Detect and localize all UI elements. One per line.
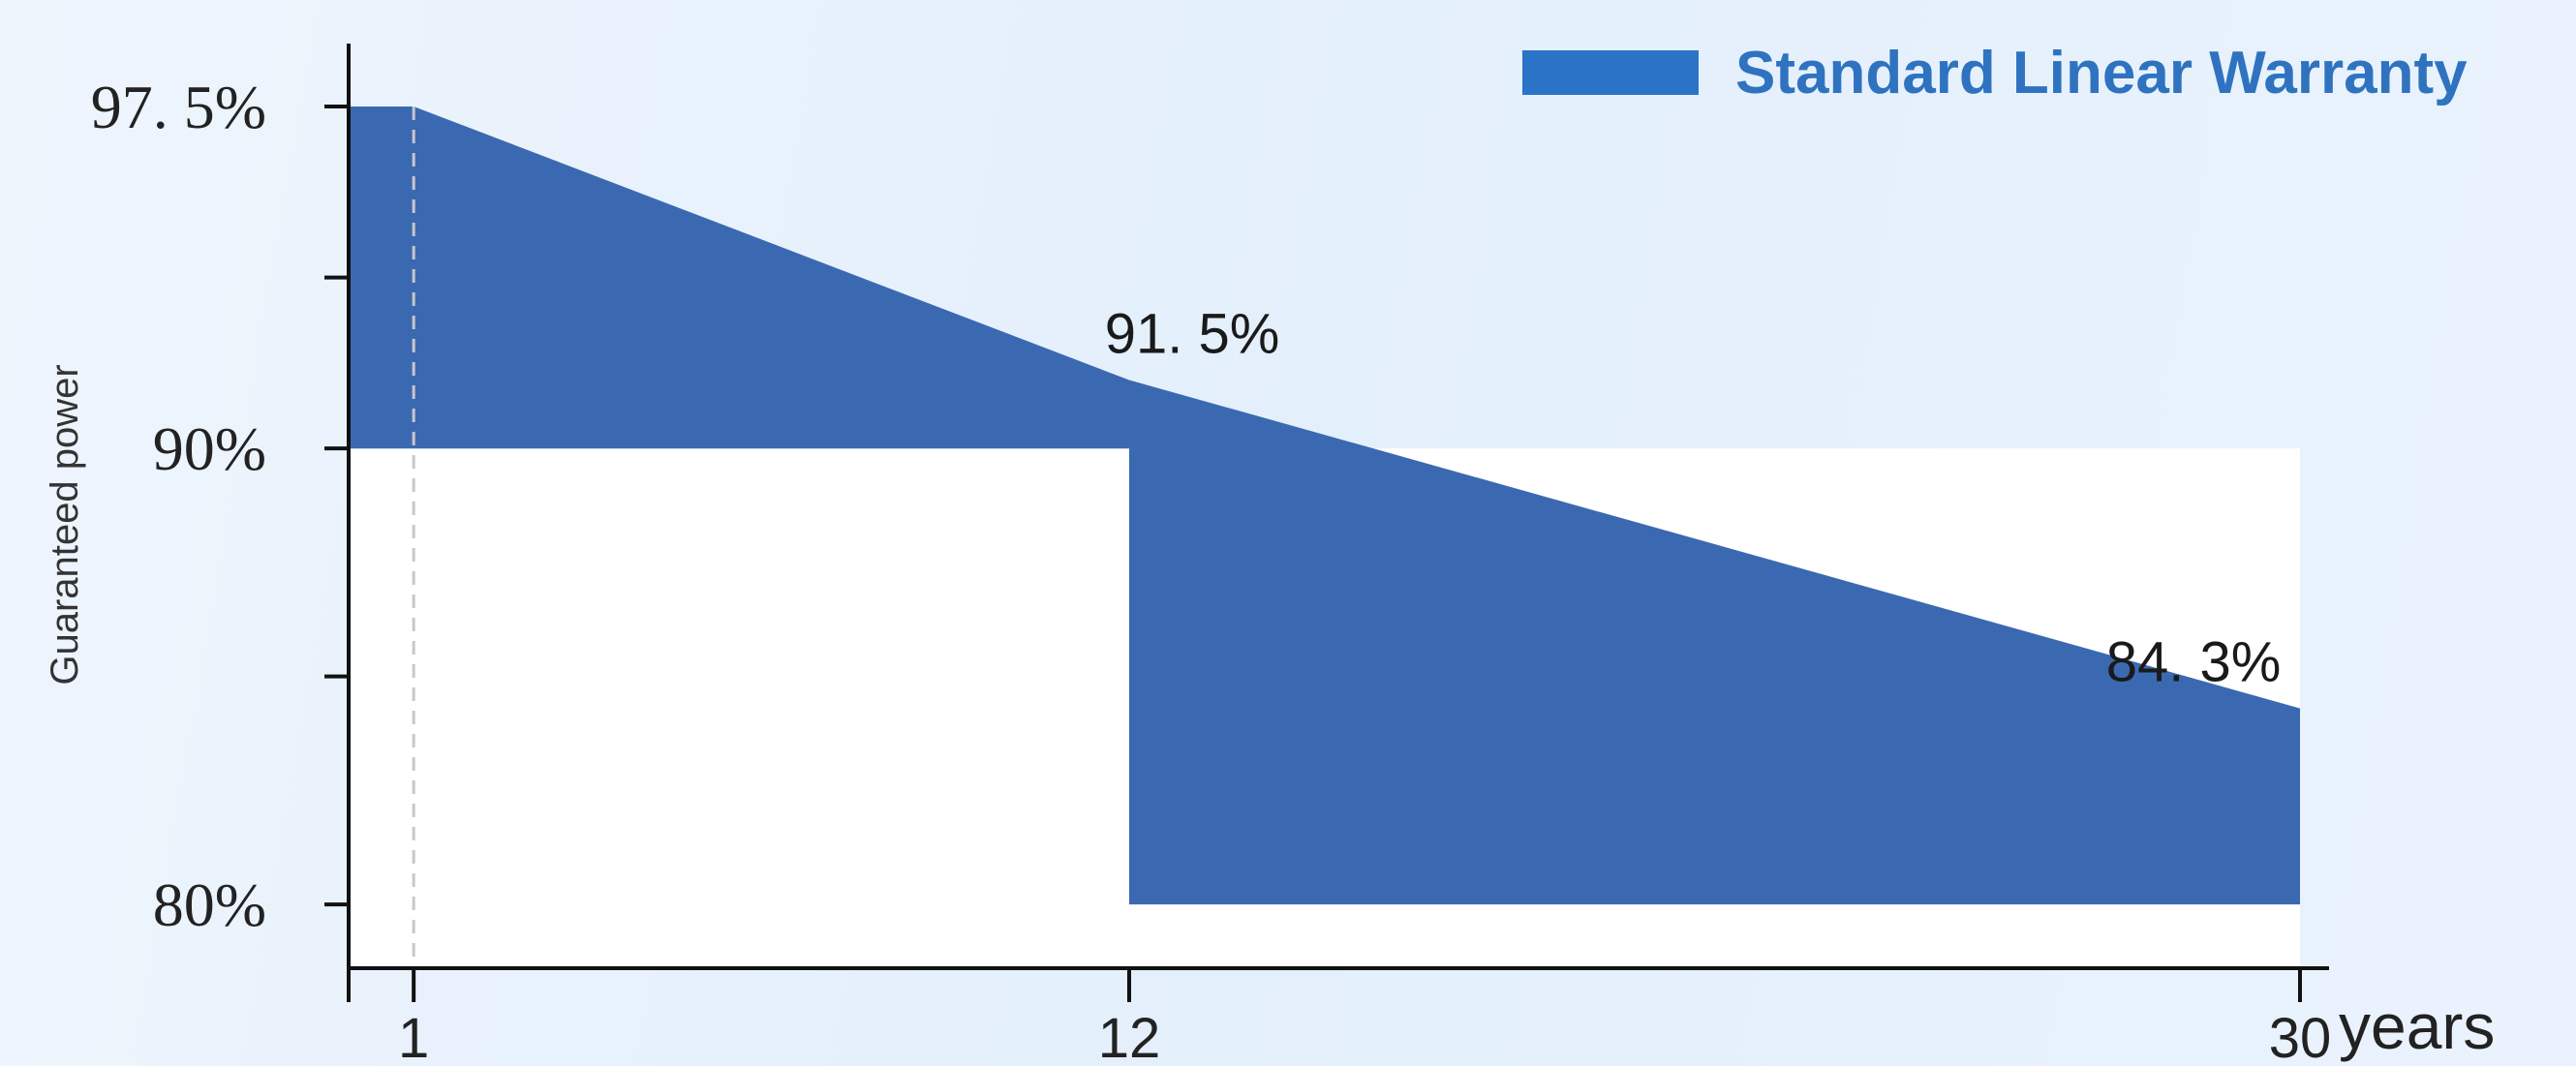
x-axis-unit-label: years <box>2339 990 2495 1062</box>
y-tick-label: 90% <box>153 414 266 483</box>
x-tick-label: 12 <box>1098 1007 1161 1066</box>
axes-layer <box>324 44 2329 1002</box>
legend-swatch <box>1522 50 1699 95</box>
data-label: 84. 3% <box>2106 631 2282 694</box>
area-layer <box>349 107 2300 969</box>
labels-layer: 80% 90% 97. 5% 1 12 30 91. 5% 84. 3% <box>91 73 2332 1066</box>
y-axis-title: Guaranteed power <box>44 364 86 685</box>
x-tick-label: 30 <box>2269 1007 2332 1066</box>
warranty-area <box>349 107 2300 905</box>
legend: Standard Linear Warranty <box>1522 40 2468 107</box>
x-tick-label: 1 <box>398 1007 429 1066</box>
y-tick-label: 80% <box>153 870 266 939</box>
legend-label: Standard Linear Warranty <box>1735 40 2468 107</box>
data-label: 91. 5% <box>1105 303 1280 366</box>
y-tick-label: 97. 5% <box>91 73 266 141</box>
